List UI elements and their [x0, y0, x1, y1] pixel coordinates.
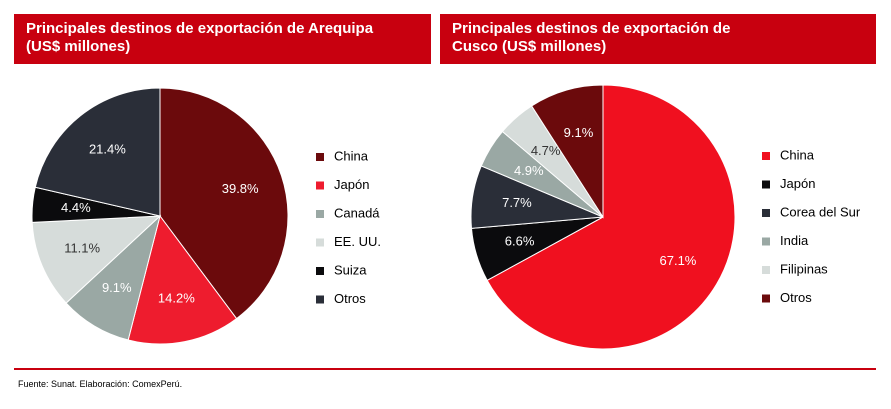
legend-label: Canadá: [334, 205, 380, 220]
legend-swatch: [316, 267, 324, 275]
legend-label: Japón: [780, 176, 815, 191]
data-label: 67.1%: [660, 253, 697, 268]
source-note: Fuente: Sunat. Elaboración: ComexPerú.: [18, 379, 183, 389]
legend-swatch: [316, 238, 324, 247]
pie-slice: [34, 87, 161, 217]
chart-header: Principales destinos de exportación de A…: [14, 14, 431, 64]
data-label: 21.4%: [89, 141, 126, 156]
data-label: 11.1%: [64, 240, 100, 255]
legend-label: Japón: [334, 177, 369, 192]
data-label: 7.7%: [502, 195, 532, 210]
legend-label: EE. UU.: [334, 234, 381, 249]
data-label: 6.6%: [505, 234, 535, 249]
pie-slice: [486, 84, 736, 350]
legend-swatch: [316, 210, 324, 218]
pie-slice: [530, 84, 604, 219]
divider: [14, 368, 876, 370]
legend-label: China: [334, 148, 369, 163]
data-label: 4.9%: [514, 163, 544, 178]
legend-swatch: [762, 266, 770, 274]
pie-slice: [31, 215, 162, 304]
legend-swatch: [316, 181, 324, 190]
legend-swatch: [762, 209, 770, 217]
legend-swatch: [316, 295, 324, 304]
chart-header: Principales destinos de exportación de C…: [440, 14, 876, 64]
legend-swatch: [316, 153, 324, 161]
legend-label: Otros: [780, 290, 812, 305]
data-label: 9.1%: [564, 125, 594, 140]
legend-label: Otros: [334, 291, 366, 306]
data-label: 9.1%: [102, 280, 132, 295]
legend-label: Suiza: [334, 262, 367, 277]
legend-swatch: [762, 294, 770, 303]
pie-slice: [159, 87, 289, 320]
legend-label: India: [780, 233, 809, 248]
data-label: 14.2%: [158, 290, 195, 305]
legend-label: Corea del Sur: [780, 204, 861, 219]
legend-swatch: [762, 180, 770, 189]
data-label: 4.4%: [61, 200, 91, 215]
pie-slice: [127, 214, 238, 345]
chart-title: Principales destinos de exportación de C…: [452, 20, 731, 55]
legend-label: China: [780, 147, 815, 162]
legend-swatch: [762, 237, 770, 246]
data-label: 4.7%: [531, 143, 561, 158]
legend-label: Filipinas: [780, 261, 828, 276]
chart-title: Principales destinos de exportación de A…: [26, 20, 374, 55]
data-label: 39.8%: [222, 181, 259, 196]
legend-swatch: [762, 152, 770, 160]
